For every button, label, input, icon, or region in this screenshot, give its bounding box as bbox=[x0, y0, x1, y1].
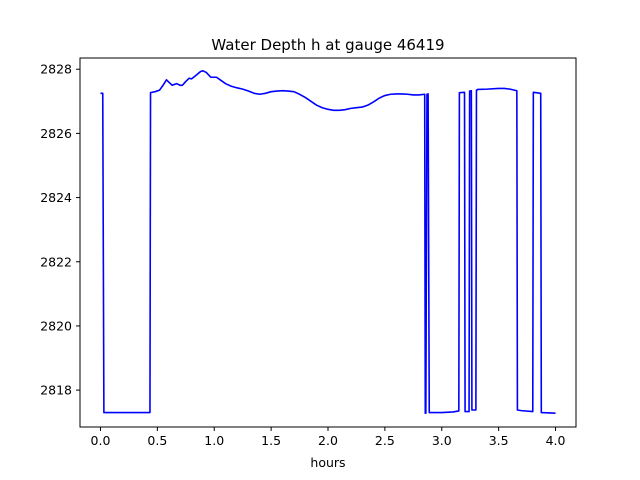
y-tick-label: 2828 bbox=[40, 62, 72, 77]
x-tick-label: 4.0 bbox=[546, 433, 566, 448]
chart-title: Water Depth h at gauge 46419 bbox=[211, 36, 444, 54]
x-tick-label: 2.0 bbox=[318, 433, 338, 448]
x-axis: 0.0 0.5 1.0 1.5 2.0 2.5 3.0 3.5 4.0 bbox=[91, 427, 566, 448]
y-tick-label: 2824 bbox=[40, 190, 72, 205]
series-line-water-depth bbox=[100, 70, 556, 415]
x-tick-label: 0.5 bbox=[147, 433, 167, 448]
plot-frame bbox=[79, 57, 577, 428]
x-tick-label: 0.0 bbox=[91, 433, 111, 448]
y-tick-label: 2820 bbox=[40, 318, 72, 333]
y-tick-label: 2822 bbox=[40, 254, 72, 269]
x-tick-label: 2.5 bbox=[375, 433, 395, 448]
y-axis: 2818 2820 2822 2824 2826 2828 bbox=[40, 62, 80, 398]
x-axis-label: hours bbox=[310, 455, 345, 470]
x-tick-label: 1.5 bbox=[261, 433, 281, 448]
x-tick-label: 3.0 bbox=[432, 433, 452, 448]
x-tick-label: 1.0 bbox=[204, 433, 224, 448]
series-layer bbox=[100, 70, 556, 415]
y-tick-label: 2826 bbox=[40, 126, 72, 141]
x-tick-label: 3.5 bbox=[489, 433, 509, 448]
y-tick-label: 2818 bbox=[40, 383, 72, 398]
